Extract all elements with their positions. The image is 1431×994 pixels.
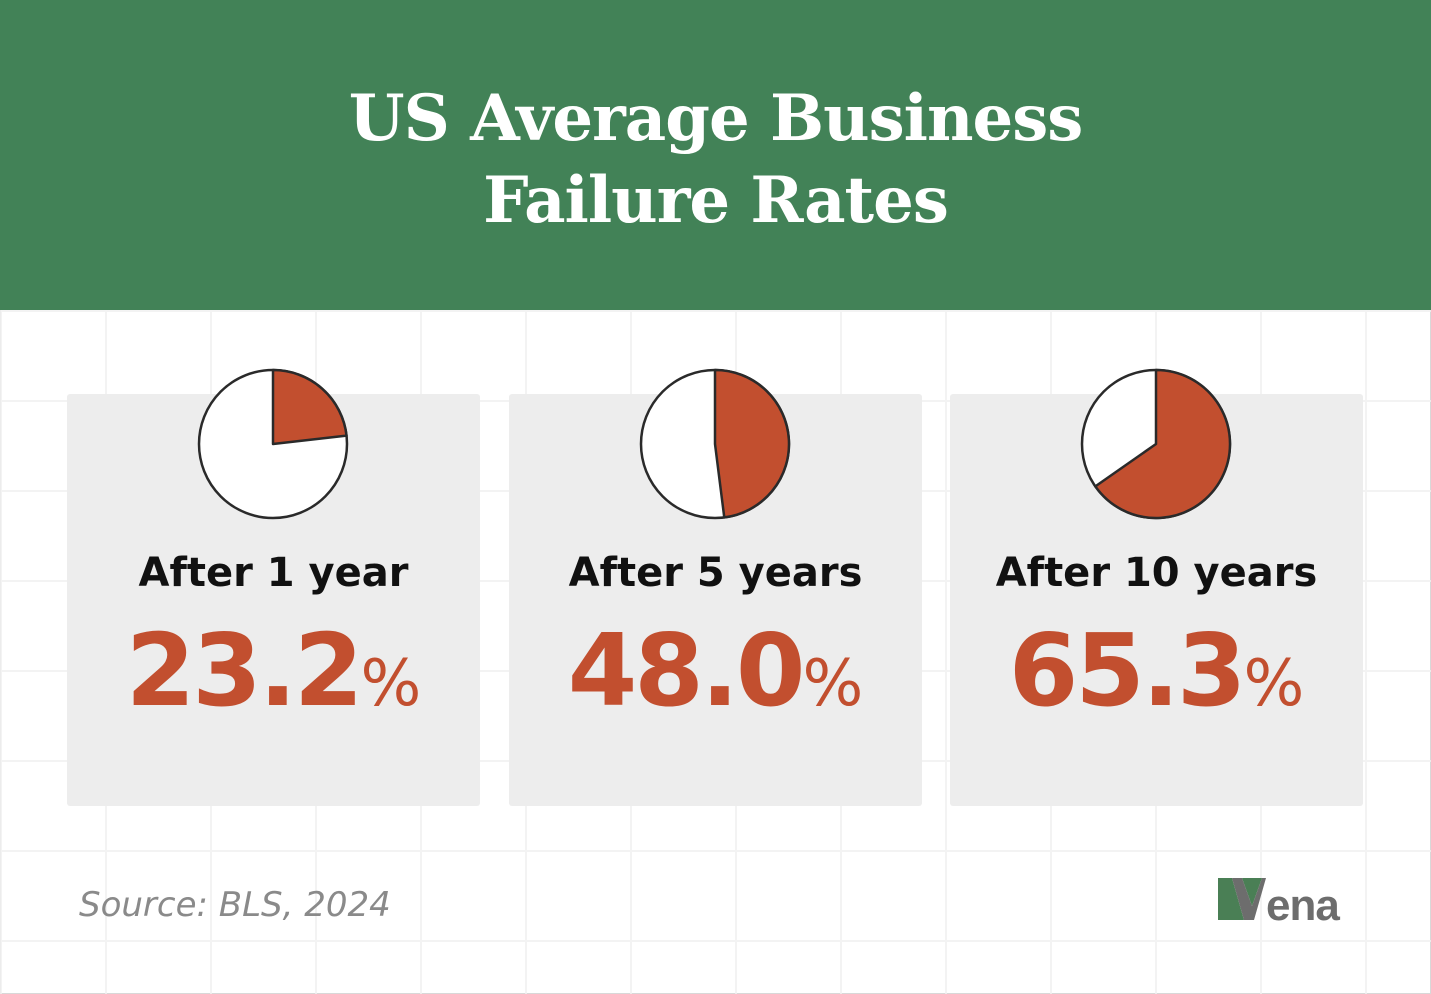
pie-chart [197,368,349,520]
failure-rate-value: 65.3% [950,612,1363,729]
rate-number: 23.2 [125,612,364,729]
pie-chart [1080,368,1232,520]
rate-number: 48.0 [567,612,806,729]
percent-sign: % [802,647,864,721]
failure-rate-value: 23.2% [67,612,480,729]
title-line-2: Failure Rates [483,163,949,238]
pie-slice-failed [271,368,348,446]
title-line-1: US Average Business [348,81,1084,156]
period-label: After 1 year [138,550,409,596]
period-label: After 5 years [568,550,863,596]
failure-rate-value: 48.0% [509,612,922,729]
percent-sign: % [360,647,422,721]
pie-slice-failed [1094,368,1232,520]
rate-number: 65.3 [1008,612,1247,729]
vena-logo: ena [1218,878,1341,922]
pie-slice-failed [713,368,791,519]
source-note: Source: BLS, 2024 [79,885,391,925]
period-label: After 10 years [995,550,1318,596]
header-banner: US Average Business Failure Rates [0,0,1431,310]
svg-text:ena: ena [1266,881,1340,922]
pie-chart [639,368,791,520]
page-title: US Average Business Failure Rates [0,78,1431,242]
percent-sign: % [1243,647,1305,721]
